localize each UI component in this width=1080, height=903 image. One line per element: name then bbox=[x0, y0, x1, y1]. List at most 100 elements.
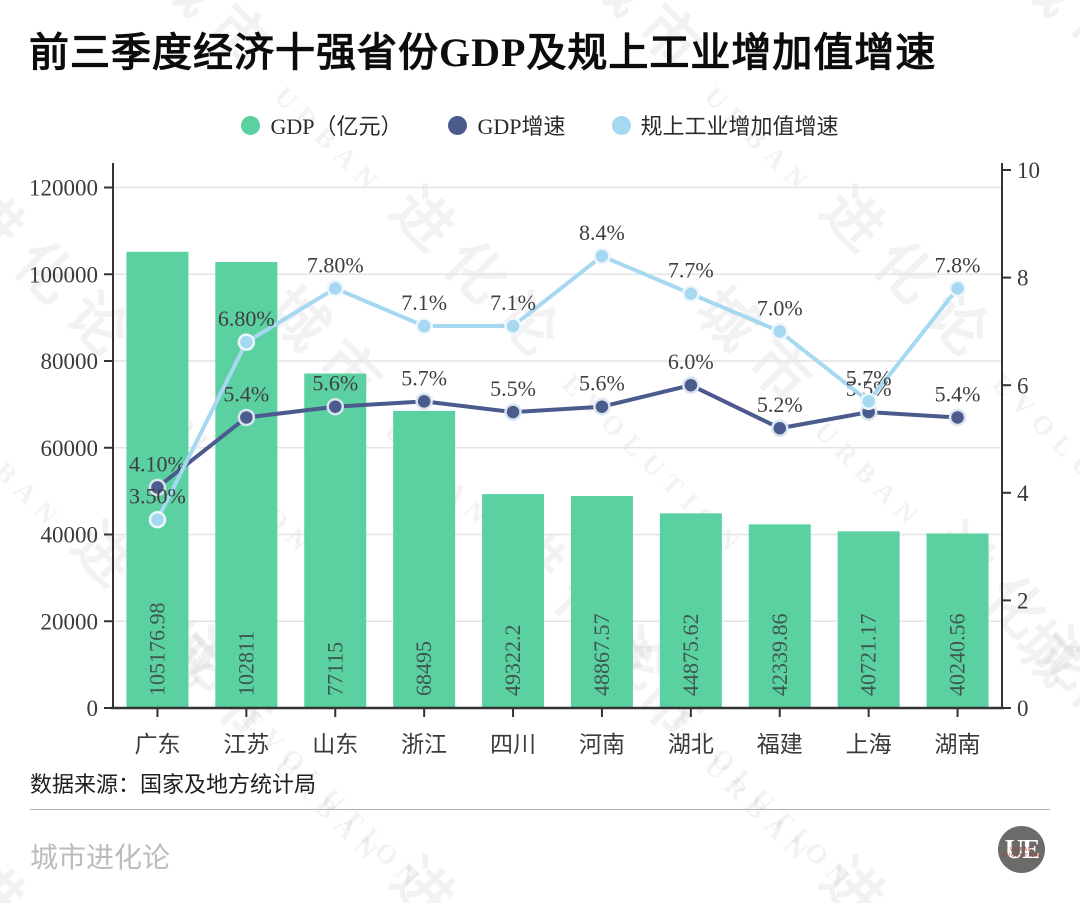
bar-value-label: 105176.98 bbox=[144, 603, 169, 697]
left-axis-tick-label: 100000 bbox=[29, 262, 98, 287]
point-value-label: 6.80% bbox=[218, 306, 275, 331]
gdp-bar bbox=[748, 524, 811, 708]
point-value-label: 5.6% bbox=[312, 371, 358, 396]
data-point bbox=[415, 317, 433, 335]
category-label: 浙江 bbox=[401, 732, 447, 757]
data-point bbox=[148, 510, 167, 529]
bar-value-label: 77115 bbox=[322, 642, 347, 696]
category-label: 河南 bbox=[579, 732, 625, 757]
left-axis-tick-label: 0 bbox=[87, 696, 99, 721]
right-axis-tick-label: 10 bbox=[1017, 158, 1040, 183]
category-label: 四川 bbox=[490, 732, 536, 757]
legend-label: 规上工业增加值增速 bbox=[640, 114, 839, 139]
bar-value-label: 68495 bbox=[411, 641, 436, 696]
point-value-label: 5.2% bbox=[757, 392, 803, 417]
line-series bbox=[156, 383, 958, 489]
data-point bbox=[504, 403, 522, 421]
footer-divider bbox=[30, 809, 1050, 810]
data-point bbox=[415, 392, 433, 411]
gdp-bar bbox=[837, 531, 900, 708]
category-label: 山东 bbox=[312, 732, 358, 757]
data-point bbox=[682, 284, 700, 303]
legend-label: GDP（亿元） bbox=[270, 114, 403, 139]
right-axis-tick-label: 8 bbox=[1017, 266, 1029, 291]
category-label: 江苏 bbox=[223, 732, 269, 757]
legend-item-industrial-growth: 规上工业增加值增速 bbox=[611, 109, 839, 141]
point-value-label: 7.1% bbox=[401, 290, 447, 315]
brand-name: 城市进化论 bbox=[30, 843, 171, 874]
data-point bbox=[504, 317, 522, 335]
bar-value-label: 40721.17 bbox=[856, 614, 881, 697]
gdp-bar bbox=[482, 494, 545, 708]
category-label: 湖北 bbox=[668, 732, 714, 757]
data-point bbox=[326, 279, 344, 298]
data-point bbox=[682, 376, 700, 394]
point-value-label: 5.4% bbox=[935, 381, 981, 406]
point-value-label: 7.8% bbox=[935, 252, 981, 277]
gdp-legend-dot-icon bbox=[241, 115, 261, 135]
point-value-label: 5.7% bbox=[846, 365, 892, 390]
legend-item-gdp-growth: GDP增速 bbox=[448, 109, 566, 141]
left-axis-tick-label: 80000 bbox=[41, 349, 99, 374]
point-value-label: 7.0% bbox=[757, 295, 803, 320]
left-axis-tick-label: 20000 bbox=[41, 609, 99, 634]
bar-value-label: 48867.57 bbox=[589, 614, 614, 697]
gdp-bar bbox=[304, 373, 367, 708]
right-axis-tick-label: 2 bbox=[1017, 588, 1029, 613]
gdp-growth-legend-dot-icon bbox=[448, 115, 468, 135]
point-value-label: 6.0% bbox=[668, 349, 714, 374]
logo-subtext: URBAN EVOLUTION bbox=[1002, 847, 1041, 859]
right-axis-tick-label: 4 bbox=[1017, 481, 1029, 506]
left-axis-tick-label: 40000 bbox=[41, 523, 99, 548]
right-axis-tick-label: 0 bbox=[1017, 696, 1029, 721]
bar-value-label: 40240.56 bbox=[945, 613, 970, 696]
data-point bbox=[771, 419, 789, 437]
left-axis-tick-label: 60000 bbox=[41, 436, 99, 461]
point-value-label: 7.80% bbox=[307, 252, 364, 277]
gdp-bar bbox=[570, 496, 633, 708]
brand-logo-icon: UE URBAN EVOLUTION bbox=[998, 826, 1045, 873]
category-label: 湖南 bbox=[935, 732, 981, 757]
data-point bbox=[148, 478, 167, 497]
bar-value-label: 44875.62 bbox=[678, 614, 703, 697]
chart-legend: GDP（亿元） GDP增速 规上工业增加值增速 bbox=[0, 109, 1080, 141]
right-axis-tick-label: 6 bbox=[1017, 373, 1029, 398]
data-point bbox=[771, 322, 789, 341]
point-value-label: 5.4% bbox=[223, 381, 269, 406]
legend-label: GDP增速 bbox=[477, 114, 566, 139]
data-point bbox=[326, 397, 344, 416]
logo-ue-text: UE bbox=[1004, 834, 1040, 864]
data-point bbox=[237, 333, 256, 351]
point-value-label: 7.7% bbox=[668, 258, 714, 283]
data-point bbox=[593, 247, 611, 265]
gdp-bar bbox=[659, 513, 722, 708]
bar-value-label: 102811 bbox=[233, 631, 258, 696]
point-value-label: 5.5% bbox=[490, 376, 536, 401]
line-series bbox=[155, 254, 960, 521]
industrial-growth-legend-dot-icon bbox=[611, 115, 631, 135]
data-point bbox=[593, 397, 611, 416]
data-point bbox=[948, 279, 967, 298]
category-label: 广东 bbox=[134, 732, 180, 757]
point-value-label: 4.10% bbox=[129, 451, 186, 476]
combo-chart: 105176.98 102811 77115 68495 49322.2 48867.57… bbox=[29, 158, 1040, 757]
page-title: 前三季度经济十强省份GDP及规上工业增加值增速 bbox=[29, 30, 937, 75]
gdp-bar bbox=[926, 533, 989, 708]
point-value-label: 5.6% bbox=[579, 371, 625, 396]
category-label: 福建 bbox=[757, 732, 803, 757]
point-value-label: 7.1% bbox=[490, 290, 536, 315]
gdp-bar bbox=[393, 410, 456, 708]
category-label: 上海 bbox=[846, 732, 892, 757]
data-source-note: 数据来源：国家及地方统计局 bbox=[30, 772, 317, 797]
legend-item-gdp: GDP（亿元） bbox=[241, 109, 402, 141]
data-point bbox=[859, 392, 878, 411]
bar-value-label: 49322.2 bbox=[500, 625, 525, 697]
bar-value-label: 42339.86 bbox=[767, 614, 792, 697]
left-axis-tick-label: 120000 bbox=[29, 176, 98, 201]
point-value-label: 5.7% bbox=[401, 365, 447, 390]
data-point bbox=[948, 408, 967, 427]
point-value-label: 3.50% bbox=[129, 484, 186, 509]
data-point bbox=[237, 408, 256, 427]
point-value-label: 8.4% bbox=[579, 220, 625, 245]
